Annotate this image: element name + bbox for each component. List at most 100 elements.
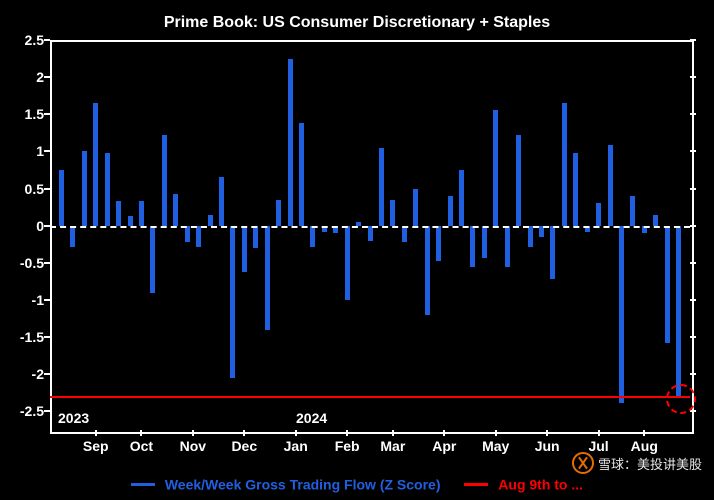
- bar: [630, 196, 635, 226]
- ytick-label: -1.5: [4, 329, 44, 345]
- ytick-mark: [44, 410, 50, 412]
- bar: [105, 153, 110, 226]
- bar: [93, 103, 98, 226]
- watermark: 雪球：美投讲美股: [572, 452, 702, 474]
- bar: [162, 135, 167, 226]
- xtick-label: Dec: [231, 438, 257, 454]
- ytick-label: 2: [4, 69, 44, 85]
- bar: [562, 103, 567, 226]
- ytick-mark: [44, 336, 50, 338]
- ytick-mark: [690, 76, 696, 78]
- ytick-label: -2.5: [4, 403, 44, 419]
- ytick-mark: [44, 262, 50, 264]
- zero-line: [50, 226, 690, 228]
- bar: [173, 194, 178, 226]
- xtick-mark: [495, 430, 497, 436]
- ytick-label: -2: [4, 366, 44, 382]
- ytick-mark: [44, 150, 50, 152]
- bar: [310, 226, 315, 247]
- xtick-label: Jun: [535, 438, 560, 454]
- bar: [505, 226, 510, 267]
- bar: [459, 170, 464, 226]
- bar: [276, 200, 281, 226]
- ytick-label: -0.5: [4, 255, 44, 271]
- xtick-mark: [243, 430, 245, 436]
- bar: [59, 170, 64, 226]
- bar: [676, 226, 681, 398]
- xtick-label: May: [482, 438, 509, 454]
- bar: [596, 203, 601, 225]
- ytick-mark: [690, 113, 696, 115]
- ytick-mark: [690, 225, 696, 227]
- bar: [482, 226, 487, 259]
- xtick-label: Sep: [83, 438, 109, 454]
- xtick-label: Nov: [180, 438, 206, 454]
- xtick-label: Mar: [380, 438, 405, 454]
- highlight-circle: [666, 384, 696, 414]
- ytick-mark: [44, 299, 50, 301]
- legend-swatch: [464, 483, 488, 486]
- xtick-mark: [295, 430, 297, 436]
- ytick-label: -1: [4, 292, 44, 308]
- ytick-mark: [690, 373, 696, 375]
- bar: [82, 151, 87, 225]
- bar: [390, 200, 395, 226]
- xtick-mark: [443, 430, 445, 436]
- bar: [219, 177, 224, 225]
- bar: [608, 145, 613, 225]
- watermark-text: 雪球：美投讲美股: [598, 454, 702, 473]
- bar: [139, 201, 144, 226]
- bar: [208, 215, 213, 226]
- ytick-mark: [690, 262, 696, 264]
- xtick-mark: [95, 430, 97, 436]
- bar: [128, 216, 133, 226]
- ytick-label: 0: [4, 218, 44, 234]
- xueqiu-icon: [572, 452, 594, 474]
- xtick-label: Jan: [284, 438, 308, 454]
- bar: [413, 189, 418, 226]
- bar: [425, 226, 430, 315]
- bar: [653, 215, 658, 226]
- bar: [619, 226, 624, 403]
- bar: [665, 226, 670, 343]
- bar: [379, 148, 384, 225]
- bar: [493, 110, 498, 226]
- year-label: 2024: [296, 410, 327, 426]
- legend-item-series: Week/Week Gross Trading Flow (Z Score): [131, 475, 441, 492]
- xtick-mark: [392, 430, 394, 436]
- bar: [185, 226, 190, 242]
- bar: [116, 201, 121, 226]
- bar: [299, 123, 304, 226]
- legend-label: Week/Week Gross Trading Flow (Z Score): [165, 476, 441, 492]
- legend-label: Aug 9th to ...: [498, 476, 583, 492]
- bar: [402, 226, 407, 242]
- ytick-mark: [44, 39, 50, 41]
- ytick-label: 0.5: [4, 181, 44, 197]
- ytick-mark: [690, 299, 696, 301]
- xtick-mark: [546, 430, 548, 436]
- chart-title: Prime Book: US Consumer Discretionary + …: [0, 14, 714, 32]
- ytick-mark: [44, 76, 50, 78]
- ytick-mark: [44, 188, 50, 190]
- xtick-mark: [346, 430, 348, 436]
- ytick-mark: [690, 410, 696, 412]
- legend-item-ref: Aug 9th to ...: [464, 475, 583, 492]
- year-label: 2023: [58, 410, 89, 426]
- xtick-label: Oct: [130, 438, 153, 454]
- bar: [448, 196, 453, 226]
- reference-line: [50, 396, 690, 398]
- ytick-label: 1.5: [4, 106, 44, 122]
- xtick-mark: [192, 430, 194, 436]
- ytick-mark: [690, 336, 696, 338]
- bar: [288, 59, 293, 226]
- bar: [230, 226, 235, 378]
- xtick-label: Feb: [335, 438, 360, 454]
- ytick-mark: [690, 188, 696, 190]
- bar: [550, 226, 555, 279]
- bar: [242, 226, 247, 272]
- bar: [516, 135, 521, 226]
- bar: [265, 226, 270, 330]
- bar: [150, 226, 155, 293]
- bar: [436, 226, 441, 262]
- bar: [253, 226, 258, 248]
